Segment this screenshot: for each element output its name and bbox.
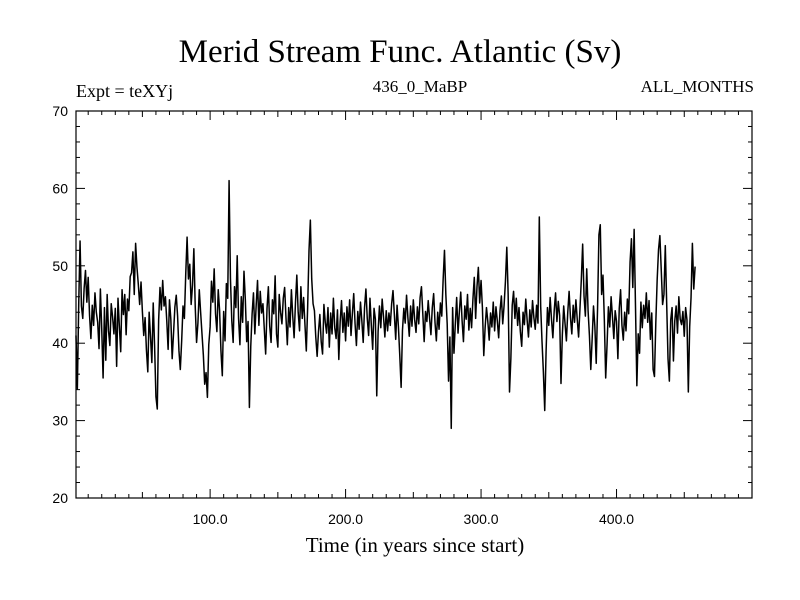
x-tick-label: 300.0 (464, 511, 499, 527)
x-axis-label: Time (in years since start) (305, 533, 525, 557)
tick-labels: 100.0 200.0 300.0 400.0 20 30 40 50 60 70 (52, 103, 634, 527)
x-tick-label: 100.0 (193, 511, 228, 527)
y-tick-label: 60 (52, 180, 68, 196)
y-tick-label: 30 (52, 413, 68, 429)
x-tick-label: 400.0 (599, 511, 634, 527)
x-tick-label: 200.0 (328, 511, 363, 527)
run-label: 436_0_MaBP (372, 77, 468, 96)
period-label: ALL_MONTHS (640, 77, 754, 96)
plot-frame (75, 110, 753, 499)
y-tick-label: 20 (52, 490, 68, 506)
y-tick-label: 40 (52, 335, 68, 351)
y-tick-label: 70 (52, 103, 68, 119)
axis-ticks (76, 110, 752, 499)
y-tick-label: 50 (52, 258, 68, 274)
series-line (75, 179, 696, 430)
chart-title: Merid Stream Func. Atlantic (Sv) (178, 34, 622, 70)
experiment-label: Expt = teXYj (76, 81, 174, 101)
